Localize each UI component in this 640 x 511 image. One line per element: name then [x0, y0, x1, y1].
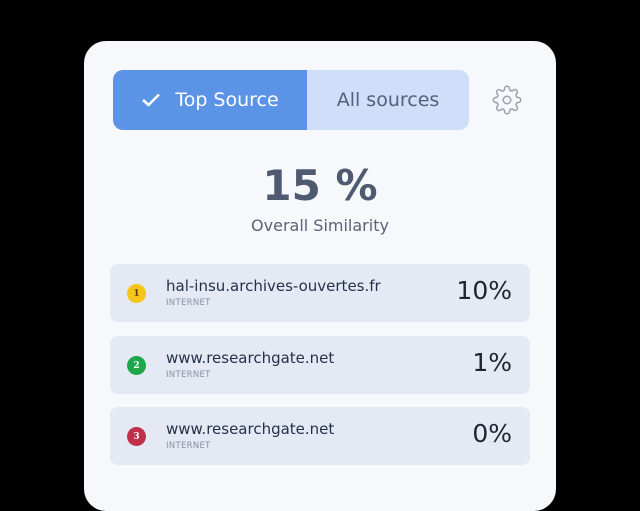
tab-top-source[interactable]: Top Source [113, 70, 307, 130]
rank-badge: 2 [127, 356, 146, 375]
tab-top-source-label: Top Source [175, 89, 279, 111]
gear-icon[interactable] [492, 85, 522, 115]
source-percent: 10% [456, 276, 512, 305]
source-row[interactable]: 3 www.researchgate.net INTERNET 0% [110, 407, 530, 465]
tab-all-sources-label: All sources [336, 89, 440, 111]
source-type: INTERNET [166, 441, 211, 451]
tab-all-sources[interactable]: All sources [307, 70, 469, 130]
check-icon [141, 92, 161, 108]
rank-badge: 3 [127, 427, 146, 446]
source-row[interactable]: 2 www.researchgate.net INTERNET 1% [110, 336, 530, 394]
source-type: INTERNET [166, 298, 211, 308]
overall-score: 15 % [262, 161, 378, 210]
source-name: hal-insu.archives-ouvertes.fr [166, 277, 381, 295]
source-name: www.researchgate.net [166, 349, 335, 367]
overall-label: Overall Similarity [251, 216, 389, 235]
rank-badge: 1 [127, 284, 146, 303]
source-percent: 0% [472, 419, 512, 448]
source-toggle: Top Source All sources [113, 70, 469, 130]
source-row[interactable]: 1 hal-insu.archives-ouvertes.fr INTERNET… [110, 264, 530, 322]
source-percent: 1% [472, 348, 512, 377]
source-name: www.researchgate.net [166, 420, 335, 438]
similarity-card: Top Source All sources 15 % Overall Simi… [84, 41, 556, 511]
source-type: INTERNET [166, 370, 211, 380]
